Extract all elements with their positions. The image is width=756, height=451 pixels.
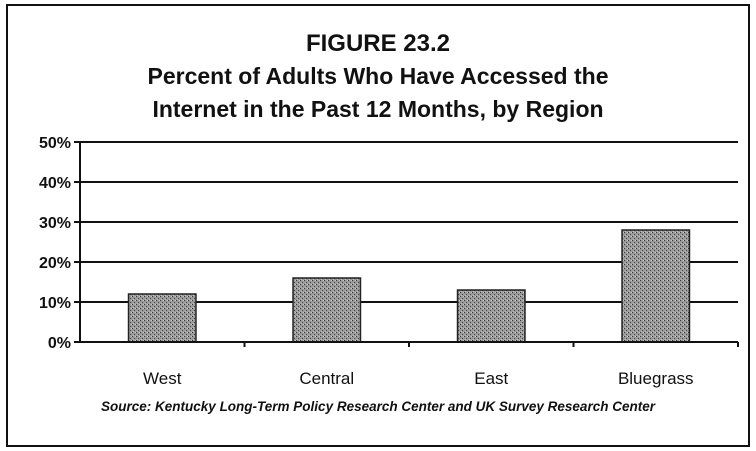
- y-tick-label: 30%: [39, 215, 71, 232]
- chart-title-line-1: Percent of Adults Who Have Accessed the: [147, 63, 609, 89]
- figure-number: FIGURE 23.2: [305, 30, 451, 57]
- y-tick-label: 50%: [39, 135, 71, 152]
- x-tick-label: Central: [299, 369, 354, 388]
- y-tick-label: 10%: [39, 295, 71, 312]
- bars: [127, 229, 691, 343]
- bar-east: [456, 289, 526, 343]
- axes: [74, 141, 739, 347]
- x-tick-label: West: [143, 369, 182, 388]
- x-tick-label: Bluegrass: [618, 369, 694, 388]
- bar-west: [127, 293, 197, 343]
- bar-bluegrass: [621, 229, 691, 343]
- axis-labels: 0% 10% 20% 30% 40% 50% West Central East Bluegras…: [39, 135, 694, 388]
- x-tick-label: East: [474, 369, 508, 388]
- bar-central: [292, 277, 362, 343]
- y-tick-label: 20%: [39, 255, 71, 272]
- y-tick-label: 0%: [48, 335, 71, 352]
- y-tick-label: 40%: [39, 175, 71, 192]
- chart-title-line-2: Internet in the Past 12 Months, by Regio…: [152, 96, 604, 122]
- source-note: Source: Kentucky Long-Term Policy Resear…: [101, 399, 655, 414]
- figure-frame: [6, 4, 750, 447]
